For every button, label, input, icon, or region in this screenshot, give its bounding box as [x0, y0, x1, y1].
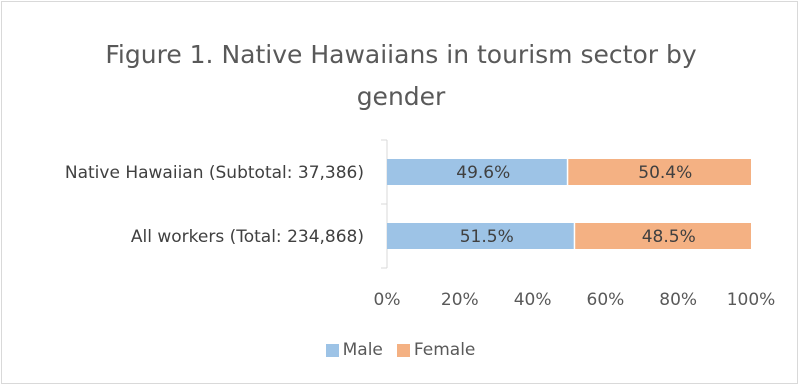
category-label-1: All workers (Total: 234,868) — [131, 227, 364, 247]
data-label-male-0: 49.6% — [456, 163, 510, 183]
x-tick-label-3: 60% — [587, 290, 625, 310]
x-tick-label-5: 100% — [727, 290, 776, 310]
x-tick-label-2: 40% — [514, 290, 552, 310]
bar-male-0 — [387, 159, 568, 185]
bar-female-1 — [574, 223, 751, 249]
bar-female-0 — [567, 159, 751, 185]
legend-swatch-male — [325, 343, 339, 357]
data-label-female-0: 50.4% — [638, 163, 692, 183]
x-tick-label-4: 80% — [659, 290, 697, 310]
bar-male-1 — [387, 223, 575, 249]
legend-item-male: Male — [325, 340, 383, 360]
legend-item-female: Female — [396, 340, 476, 360]
chart-title: Figure 1. Native Hawaiians in tourism se… — [105, 40, 697, 111]
x-tick-label-0: 0% — [374, 290, 401, 310]
legend-swatch-female — [396, 343, 410, 357]
data-label-female-1: 48.5% — [642, 227, 696, 247]
x-tick-label-1: 20% — [441, 290, 479, 310]
data-label-male-1: 51.5% — [460, 227, 514, 247]
chart-legend: Male Female — [0, 340, 801, 360]
legend-label-male: Male — [342, 340, 383, 360]
category-label-0: Native Hawaiian (Subtotal: 37,386) — [65, 163, 364, 183]
legend-label-female: Female — [413, 340, 476, 360]
